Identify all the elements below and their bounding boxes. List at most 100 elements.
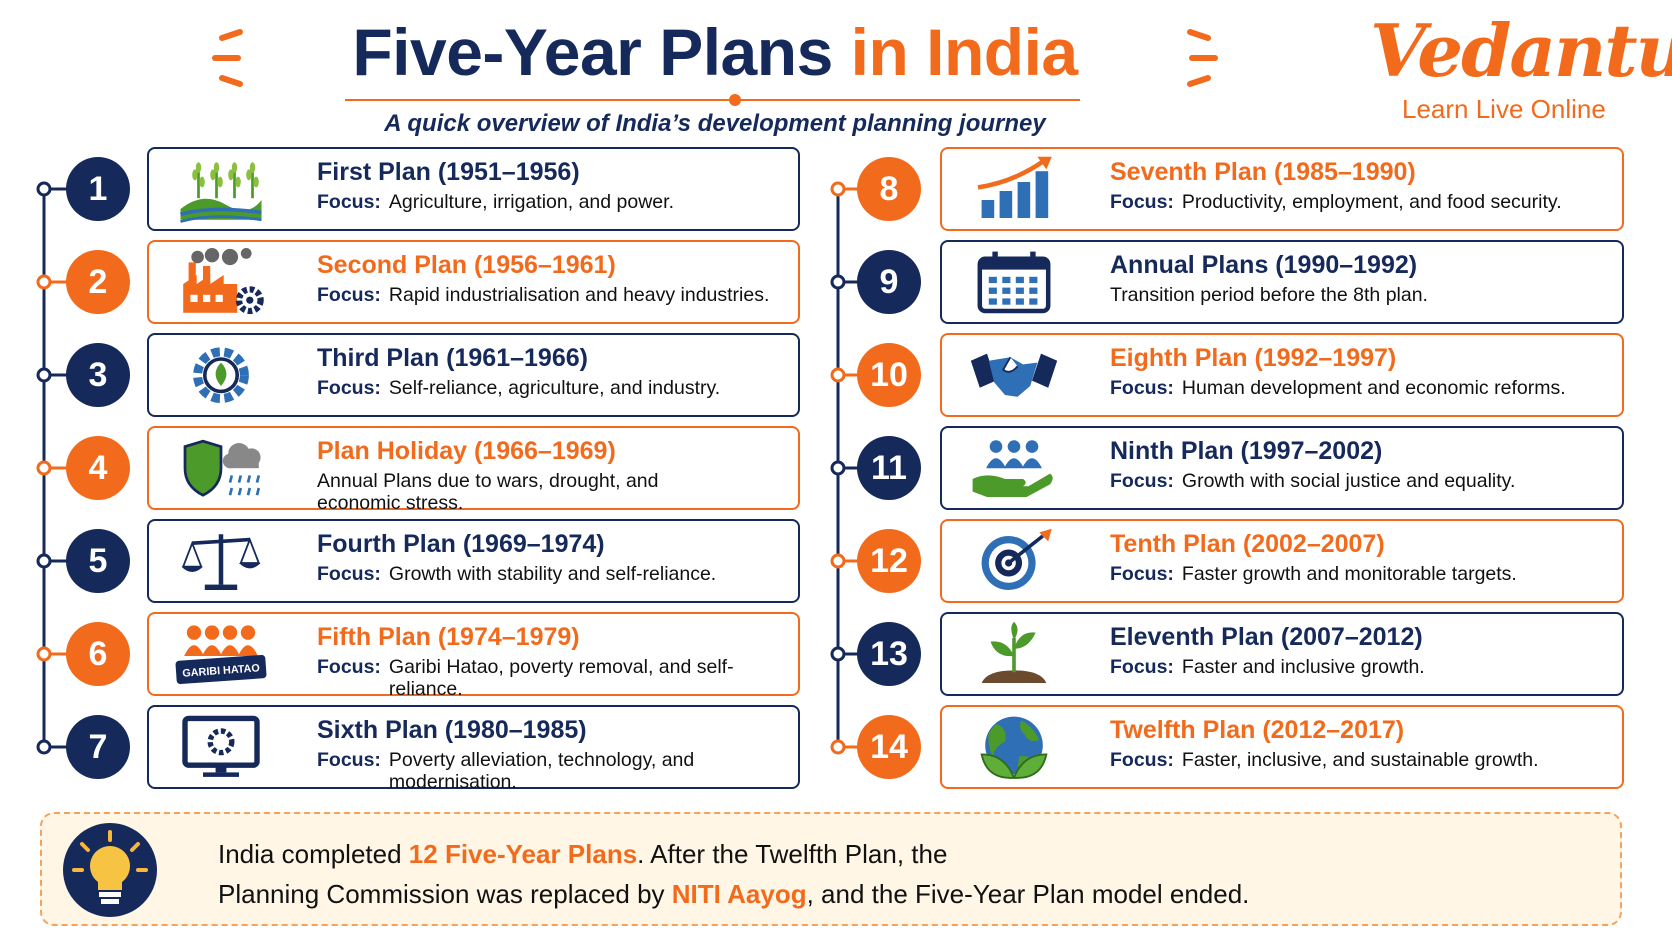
icon-shape <box>221 248 239 266</box>
icon-shape <box>192 169 198 181</box>
focus-text: Poverty alleviation, technology, and mod… <box>388 749 695 793</box>
plan-number: 5 <box>66 529 130 593</box>
timeline <box>36 181 52 197</box>
icon-shape <box>1004 458 1024 469</box>
footer-line: India completed 12 Five-Year Plans. Afte… <box>218 834 1249 874</box>
footer-text: India completed 12 Five-Year Plans. Afte… <box>218 834 1249 914</box>
icon-shape <box>182 715 260 777</box>
plan-focus: Focus: Human development and economic ref… <box>1110 377 1612 399</box>
icon-shape <box>1015 276 1024 284</box>
icon-shape <box>237 487 243 496</box>
icon-shape <box>989 440 1003 453</box>
bulb-icon <box>63 823 157 917</box>
footer-line: Planning Commission was replaced by NITI… <box>218 874 1249 914</box>
icon-shape <box>988 720 1040 769</box>
footer-text: , and the Five-Year Plan model ended. <box>806 879 1250 909</box>
plan-title: Twelfth Plan (2012–2017) <box>1110 716 1405 744</box>
logo: Vedantu <box>1370 8 1672 93</box>
icon-shape <box>977 156 1052 218</box>
icon-shape <box>1017 182 1031 218</box>
footer-highlight: 12 Five-Year Plans <box>408 839 638 869</box>
footer-note: India completed 12 Five-Year Plans. Afte… <box>40 812 1622 926</box>
icon-shape <box>204 625 220 640</box>
timeline <box>36 274 52 290</box>
icon-shape <box>972 440 1053 497</box>
icon-shape <box>181 563 261 572</box>
icon-shape <box>255 475 261 483</box>
icon-shape <box>219 75 243 87</box>
icon-shape <box>215 362 227 386</box>
plan-number: 1 <box>66 157 130 221</box>
focus-label: Focus: <box>317 191 381 213</box>
icon-shape <box>981 528 1052 590</box>
plan-title: Seventh Plan (1985–1990) <box>1110 158 1416 186</box>
focus-label: Focus: <box>1110 656 1174 678</box>
icon-shape <box>183 439 223 497</box>
icon-shape <box>215 294 223 302</box>
icon-shape <box>246 487 252 496</box>
icon-shape <box>210 169 216 181</box>
icon-shape <box>1039 528 1052 542</box>
icon-shape <box>219 29 243 41</box>
focus-label: Focus: <box>317 284 381 306</box>
icon-shape <box>1029 276 1038 284</box>
icon-shape <box>183 248 264 315</box>
icon-shape <box>249 162 256 173</box>
focus-text: Productivity, employment, and food secur… <box>1181 191 1562 213</box>
plan-number: 9 <box>857 250 921 314</box>
icon-shape <box>228 169 234 181</box>
icon-shape <box>190 294 198 302</box>
plan-focus: Focus: Agriculture, irrigation, and power… <box>317 191 788 213</box>
plan-text: Sixth Plan (1980–1985) Focus: Poverty alle… <box>317 715 788 793</box>
plan-title: First Plan (1951–1956) <box>317 158 580 186</box>
plan-text: Ninth Plan (1997–2002) Focus: Growth with … <box>1110 436 1612 492</box>
plan-number: 3 <box>66 343 130 407</box>
icon-shape <box>253 176 259 188</box>
icon-shape <box>1187 75 1211 87</box>
plan-title: Eleventh Plan (2007–2012) <box>1110 623 1423 651</box>
icon-shape <box>1037 156 1052 170</box>
footer-text: Planning Commission was replaced by <box>218 879 672 909</box>
icon-shape <box>188 262 196 286</box>
plan-title: Plan Holiday (1966–1969) <box>317 437 616 465</box>
plan-title: Fifth Plan (1974–1979) <box>317 623 580 651</box>
focus-label: Focus: <box>1110 563 1174 585</box>
plan-focus: Focus: Growth with stability and self-rel… <box>317 563 788 585</box>
icon-shape <box>235 286 264 315</box>
focus-label: Focus: <box>1110 191 1174 213</box>
plan-title: Annual Plans (1990–1992) <box>1110 251 1418 279</box>
title-accents <box>212 29 1218 87</box>
plan-card: Plan Holiday (1966–1969) Annual Plans due… <box>147 426 800 514</box>
plan-title: Ninth Plan (1997–2002) <box>1110 437 1383 465</box>
icon-shape <box>215 765 227 773</box>
plan-number: 2 <box>66 250 130 314</box>
icon-label: GARIBI HATAO <box>182 662 260 679</box>
focus-label: Focus: <box>1110 749 1174 771</box>
plan-focus: Transition period before the 8th plan. <box>1110 284 1612 306</box>
focus-text: Faster and inclusive growth. <box>1181 656 1425 678</box>
title-main: Five-Year Plans <box>352 15 833 89</box>
icon-shape <box>1022 458 1042 469</box>
icon-shape <box>1015 287 1024 294</box>
plan-number: 11 <box>857 436 921 500</box>
focus-text: Growth with stability and self-reliance. <box>388 563 717 585</box>
plan-card: Tenth Plan (2002–2007) Focus: Faster growt… <box>940 519 1624 603</box>
icon-shape: GARIBI HATAO <box>175 625 267 685</box>
plan-focus: Focus: Garibi Hatao, poverty removal, and… <box>317 656 788 700</box>
icon-shape <box>182 715 260 768</box>
icon-shape <box>1002 287 1011 294</box>
plan-focus: Focus: Faster, inclusive, and sustainable… <box>1110 749 1612 771</box>
icon-shape <box>191 250 204 264</box>
icon-shape <box>990 621 1036 657</box>
icon-shape <box>231 162 238 173</box>
icon-shape <box>986 458 1006 469</box>
icon-shape <box>1187 29 1211 41</box>
icon-shape <box>988 298 997 305</box>
plan-focus: Annual Plans due to wars, drought, and e… <box>317 470 788 514</box>
plan-card: Eleventh Plan (2007–2012) Focus: Faster an… <box>940 612 1624 696</box>
footer-text: India completed <box>218 839 409 869</box>
icon-shape <box>186 625 202 640</box>
plan-text: Eighth Plan (1992–1997) Focus: Human devel… <box>1110 343 1612 399</box>
